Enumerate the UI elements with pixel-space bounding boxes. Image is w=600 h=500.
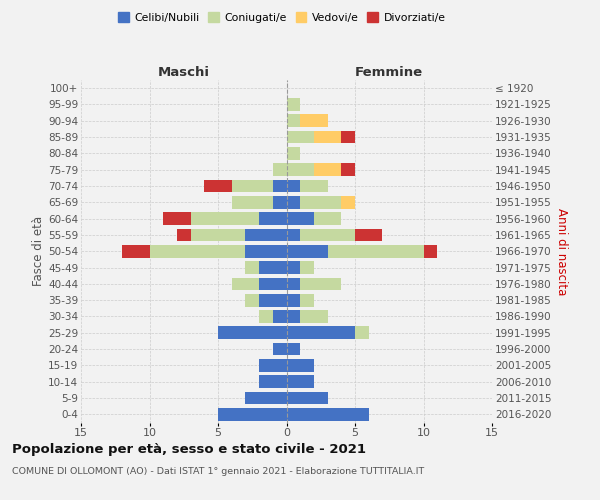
Bar (287, 278, 300, 290)
Bar (259, 261, 287, 274)
Bar (245, 392, 287, 404)
Bar (355, 228, 382, 241)
Bar (273, 180, 287, 192)
Bar (300, 228, 355, 241)
Bar (287, 130, 314, 143)
Bar (287, 326, 355, 339)
Bar (287, 164, 314, 176)
Bar (245, 245, 287, 258)
Bar (287, 180, 300, 192)
Bar (300, 180, 328, 192)
Bar (341, 196, 355, 208)
Bar (287, 147, 300, 160)
Bar (287, 342, 300, 355)
Bar (287, 261, 300, 274)
Bar (273, 196, 287, 208)
Bar (177, 228, 191, 241)
Bar (259, 212, 287, 225)
Bar (314, 130, 341, 143)
Text: Popolazione per età, sesso e stato civile - 2021: Popolazione per età, sesso e stato civil… (12, 442, 366, 456)
Bar (245, 228, 287, 241)
Bar (287, 376, 314, 388)
Y-axis label: Fasce di età: Fasce di età (32, 216, 45, 286)
Bar (287, 359, 314, 372)
Text: COMUNE DI OLLOMONT (AO) - Dati ISTAT 1° gennaio 2021 - Elaborazione TUTTITALIA.I: COMUNE DI OLLOMONT (AO) - Dati ISTAT 1° … (12, 468, 424, 476)
Bar (314, 164, 341, 176)
Bar (259, 376, 287, 388)
Bar (300, 114, 328, 127)
Text: Maschi: Maschi (158, 66, 210, 79)
Bar (191, 228, 245, 241)
Bar (232, 180, 273, 192)
Bar (273, 342, 287, 355)
Bar (314, 212, 341, 225)
Bar (245, 261, 259, 274)
Bar (300, 278, 341, 290)
Bar (287, 392, 328, 404)
Y-axis label: Anni di nascita: Anni di nascita (555, 208, 568, 295)
Bar (287, 212, 314, 225)
Bar (122, 245, 149, 258)
Bar (259, 359, 287, 372)
Bar (287, 196, 300, 208)
Bar (191, 212, 259, 225)
Bar (232, 278, 259, 290)
Bar (300, 261, 314, 274)
Bar (273, 164, 287, 176)
Bar (163, 212, 191, 225)
Bar (218, 326, 287, 339)
Bar (149, 245, 245, 258)
Bar (287, 408, 369, 420)
Bar (355, 326, 369, 339)
Bar (287, 228, 300, 241)
Bar (259, 294, 287, 306)
Bar (218, 408, 287, 420)
Bar (287, 114, 300, 127)
Legend: Celibi/Nubili, Coniugati/e, Vedovi/e, Divorziati/e: Celibi/Nubili, Coniugati/e, Vedovi/e, Di… (114, 8, 450, 27)
Bar (328, 245, 424, 258)
Bar (341, 164, 355, 176)
Text: Femmine: Femmine (355, 66, 424, 79)
Bar (300, 294, 314, 306)
Bar (287, 245, 328, 258)
Bar (287, 98, 300, 111)
Bar (273, 310, 287, 323)
Bar (245, 294, 259, 306)
Bar (205, 180, 232, 192)
Bar (287, 310, 300, 323)
Bar (424, 245, 437, 258)
Bar (287, 294, 300, 306)
Bar (259, 278, 287, 290)
Bar (300, 310, 328, 323)
Bar (232, 196, 273, 208)
Bar (259, 310, 273, 323)
Bar (300, 196, 341, 208)
Bar (341, 130, 355, 143)
